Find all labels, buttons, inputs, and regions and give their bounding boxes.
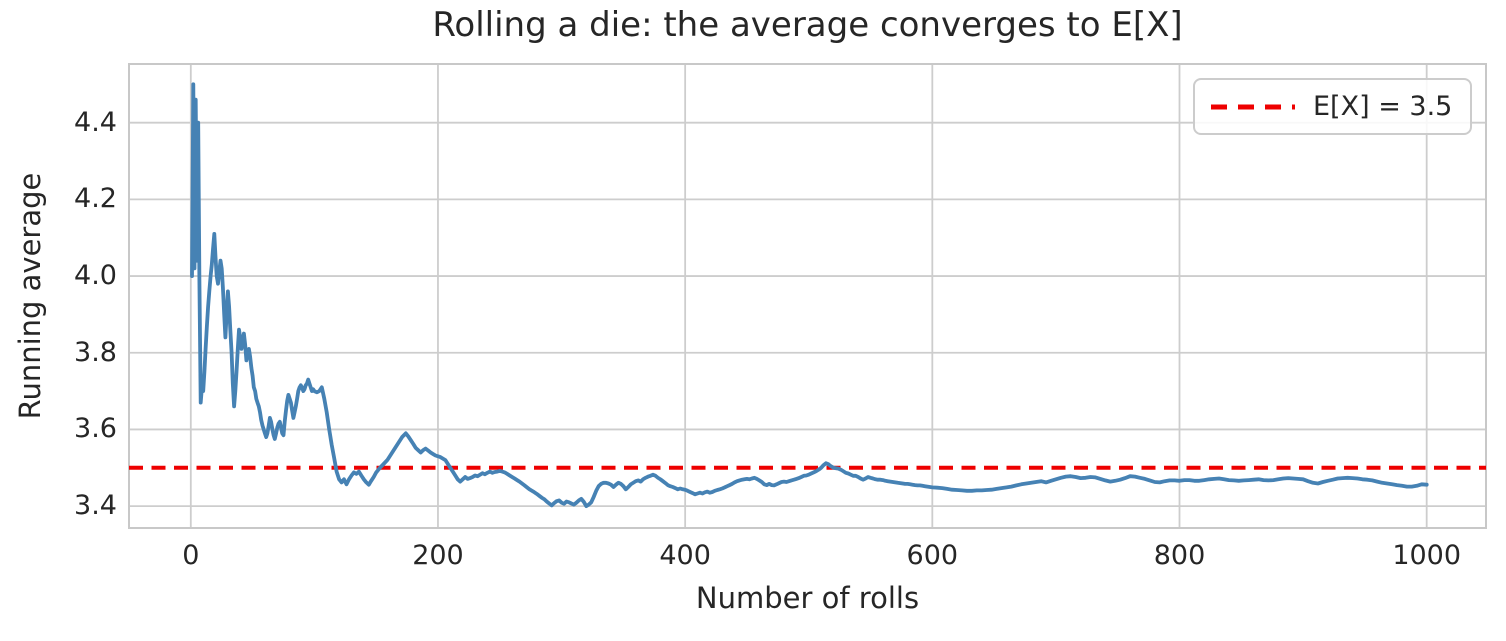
x-tick-label: 600 — [906, 540, 959, 571]
plot-border — [128, 63, 1487, 529]
y-tick-label: 4.0 — [74, 260, 117, 292]
y-tick-label: 3.4 — [74, 490, 117, 522]
x-tick-label: 800 — [1153, 540, 1206, 571]
running-average-line — [190, 82, 1429, 508]
y-tick-label: 4.4 — [74, 106, 117, 138]
legend: E[X] = 3.5 — [1193, 78, 1472, 135]
chart-title: Rolling a die: the average converges to … — [432, 5, 1183, 45]
x-tick-label: 0 — [182, 540, 200, 571]
x-axis-label: Number of rolls — [695, 581, 920, 615]
y-tick-label: 3.8 — [74, 336, 117, 368]
legend-label: E[X] = 3.5 — [1313, 91, 1453, 122]
legend-dashed-line-sample — [1211, 104, 1295, 109]
x-tick-label: 1000 — [1392, 540, 1462, 571]
y-tick-label: 3.6 — [74, 413, 117, 445]
x-tick-label: 200 — [412, 540, 464, 571]
y-tick-label: 4.2 — [74, 183, 117, 215]
x-tick-label: 400 — [659, 540, 711, 571]
